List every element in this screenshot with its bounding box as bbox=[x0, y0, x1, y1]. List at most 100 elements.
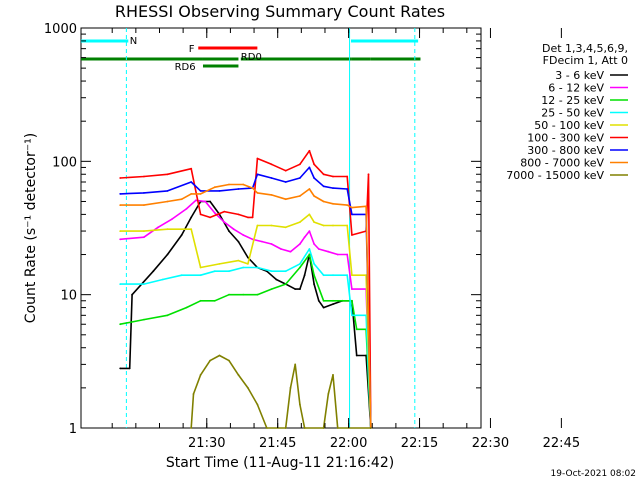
series-0-point-12 bbox=[247, 256, 249, 259]
series-3-point-12 bbox=[308, 248, 311, 250]
series-4-point-9 bbox=[270, 224, 273, 227]
series-4-point-16 bbox=[346, 224, 349, 227]
series-7-point-13 bbox=[299, 195, 301, 197]
series-1-point-23 bbox=[346, 253, 349, 256]
y-tick-label-1: 10 bbox=[60, 289, 77, 304]
series-7-point-15 bbox=[313, 195, 315, 197]
series-6-point-3 bbox=[190, 181, 193, 183]
series-1-point-18 bbox=[308, 230, 311, 233]
series-2-point-10 bbox=[284, 283, 287, 285]
series-3-point-9 bbox=[270, 270, 273, 273]
series-6-point-14 bbox=[322, 185, 325, 188]
timestamp: 19-Oct-2021 08:02 bbox=[551, 469, 636, 479]
series-3-point-6 bbox=[228, 270, 230, 273]
series-line-3 bbox=[120, 248, 372, 429]
series-4-point-7 bbox=[247, 263, 249, 265]
series-8-point-10 bbox=[284, 427, 287, 429]
series-7-point-8 bbox=[242, 183, 245, 186]
series-3-point-7 bbox=[242, 266, 245, 269]
series-1-point-9 bbox=[232, 228, 235, 231]
plot-area: N F RD0 RD6 bbox=[80, 27, 482, 429]
series-6-point-11 bbox=[299, 177, 301, 179]
series-5-point-6 bbox=[223, 210, 226, 213]
series-8-point-9 bbox=[265, 427, 268, 429]
series-5-point-15 bbox=[313, 163, 315, 166]
series-0-point-27 bbox=[355, 354, 358, 357]
series-2-point-16 bbox=[341, 299, 344, 302]
series-8-point-0 bbox=[190, 427, 193, 429]
series-8-point-2 bbox=[199, 374, 202, 376]
series-5-point-1 bbox=[143, 175, 145, 178]
series-5-point-11 bbox=[270, 163, 273, 166]
series-8-point-3 bbox=[209, 359, 212, 362]
series-line-6 bbox=[120, 166, 372, 429]
series-2-point-15 bbox=[332, 299, 334, 302]
x-tick-label-3: 22:15 bbox=[401, 436, 438, 451]
legend-label-2: 12 - 25 keV bbox=[541, 94, 604, 107]
series-5-point-3 bbox=[190, 167, 193, 170]
series-2-point-3 bbox=[185, 306, 188, 309]
series-5-point-12 bbox=[284, 169, 287, 172]
series-5-point-18 bbox=[346, 175, 349, 178]
series-4-point-15 bbox=[332, 224, 334, 227]
series-1-point-20 bbox=[317, 248, 320, 250]
series-3-point-3 bbox=[180, 274, 183, 277]
series-1-point-14 bbox=[280, 248, 282, 250]
legend-label-4: 50 - 100 keV bbox=[534, 119, 604, 132]
rd0-label: RD0 bbox=[241, 52, 262, 63]
x-tick-label-1: 21:45 bbox=[259, 436, 296, 451]
series-0-point-11 bbox=[237, 240, 240, 243]
series-5-point-4 bbox=[199, 213, 202, 216]
series-8-point-19 bbox=[369, 427, 372, 429]
x-axis-label: Start Time (11-Aug-11 21:16:42) bbox=[166, 455, 394, 471]
x-axis: 21:30 21:45 22:00 22:15 22:30 22:45 bbox=[111, 28, 580, 451]
series-0-point-24 bbox=[332, 303, 334, 305]
series-5-point-14 bbox=[308, 149, 311, 152]
series-1-point-17 bbox=[303, 236, 306, 239]
series-7-point-19 bbox=[351, 206, 353, 209]
series-6-point-10 bbox=[284, 181, 287, 183]
series-3-point-16 bbox=[346, 274, 349, 277]
flare-label: F bbox=[189, 44, 195, 55]
series-3-point-10 bbox=[284, 270, 287, 273]
series-1-point-7 bbox=[213, 212, 216, 214]
series-1-point-2 bbox=[157, 226, 160, 229]
series-7-point-6 bbox=[213, 186, 216, 189]
series-5-point-16 bbox=[322, 173, 325, 176]
legend-label-0: 3 - 6 keV bbox=[555, 69, 604, 82]
y-axis: 1 10 100 1000 bbox=[44, 22, 481, 437]
legend: Det 1,3,4,5,6,9,FDecim 1, Att 0 3 - 6 keV… bbox=[506, 42, 628, 182]
series-4-point-13 bbox=[313, 221, 315, 224]
series-7-point-20 bbox=[365, 205, 367, 208]
series-1-point-5 bbox=[195, 199, 197, 202]
chart-title: RHESSI Observing Summary Count Rates bbox=[115, 2, 445, 21]
series-4-point-2 bbox=[166, 228, 169, 231]
series-3-point-8 bbox=[256, 266, 259, 269]
series-0-point-23 bbox=[322, 306, 325, 309]
series-4-point-12 bbox=[308, 213, 311, 216]
series-1-point-24 bbox=[351, 288, 353, 290]
series-4-point-11 bbox=[299, 221, 301, 224]
series-8-point-1 bbox=[192, 393, 195, 395]
series-4-point-5 bbox=[218, 263, 221, 265]
series-0-point-21 bbox=[313, 283, 315, 285]
series-8-point-18 bbox=[336, 427, 339, 429]
series-6-point-9 bbox=[270, 177, 273, 179]
series-8-point-4 bbox=[218, 354, 221, 357]
series-6-point-1 bbox=[143, 192, 145, 194]
series-5-point-19 bbox=[351, 234, 353, 236]
series-6-point-5 bbox=[218, 190, 221, 192]
series-line-1 bbox=[120, 199, 372, 429]
series-8-point-13 bbox=[299, 403, 301, 406]
series-1-point-21 bbox=[327, 250, 330, 253]
series-1-point-11 bbox=[251, 238, 254, 241]
series-6-point-16 bbox=[346, 188, 349, 190]
series-5-point-13 bbox=[299, 163, 301, 166]
series-2-point-17 bbox=[351, 299, 353, 302]
x-tick-label-0: 21:30 bbox=[188, 436, 225, 451]
series-0-point-17 bbox=[294, 288, 297, 290]
y-tick-label-3: 1000 bbox=[44, 22, 77, 37]
series-2-point-2 bbox=[166, 314, 169, 317]
series-5-point-2 bbox=[166, 173, 169, 176]
series-7-point-0 bbox=[119, 204, 122, 207]
